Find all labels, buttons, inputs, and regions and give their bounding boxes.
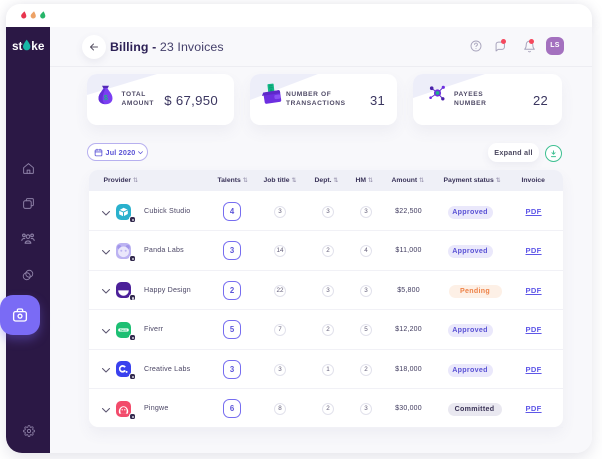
svg-text:$: $ [104, 93, 109, 102]
svg-text:ke: ke [31, 39, 45, 53]
svg-text:fiverr: fiverr [120, 328, 128, 332]
svg-text:st: st [12, 39, 23, 53]
